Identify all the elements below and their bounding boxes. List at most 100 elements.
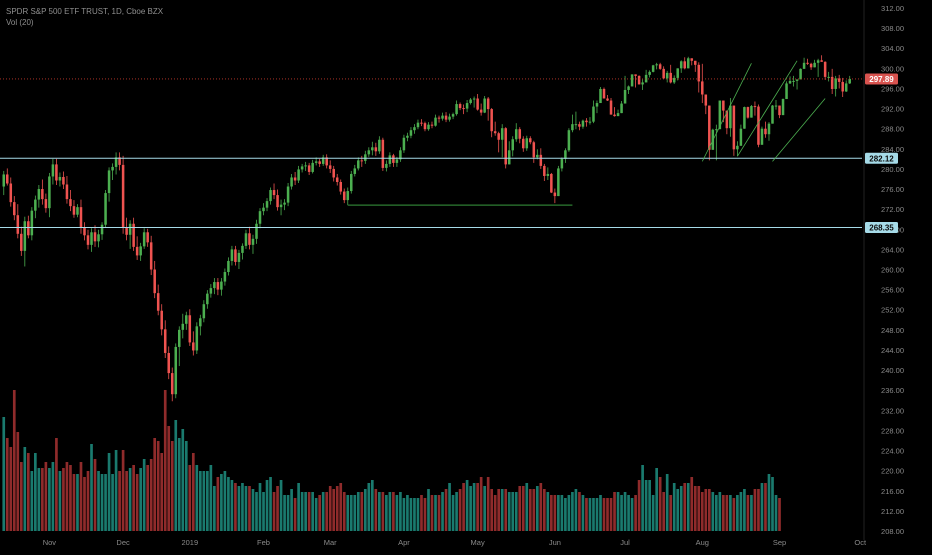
- candle-body: [97, 234, 100, 242]
- candle-body: [848, 78, 851, 84]
- price-level-badge: [865, 152, 898, 164]
- candle-body: [764, 128, 767, 135]
- volume-bar: [163, 390, 167, 531]
- volume-bar: [595, 498, 599, 531]
- volume-bar: [465, 480, 469, 531]
- volume-bar: [44, 462, 48, 531]
- candle-body: [283, 202, 286, 205]
- volume-bar: [704, 489, 708, 531]
- candle-body: [248, 233, 251, 245]
- candle-body: [37, 189, 41, 200]
- volume-bar: [353, 495, 357, 531]
- price-tick-label: 220.00: [881, 467, 904, 476]
- candle-body: [279, 204, 283, 208]
- time-axis[interactable]: Nov Dec 2019 Feb Mar Apr May Jun Jul Aug Sep Oct: [43, 538, 867, 547]
- price-tick-label: 216.00: [881, 487, 904, 496]
- volume-bar: [469, 486, 472, 531]
- candle-body: [816, 60, 820, 63]
- volume-bar: [276, 486, 279, 531]
- candle-body: [107, 170, 111, 194]
- volume-bar: [385, 495, 388, 531]
- volume-bar: [339, 483, 343, 531]
- candle-body: [437, 117, 441, 119]
- candle-body: [237, 252, 241, 262]
- volume-bar: [427, 489, 430, 531]
- candle-body: [406, 135, 409, 138]
- candle-body: [125, 227, 128, 235]
- candle-body: [676, 68, 679, 78]
- volume-bar: [2, 417, 6, 531]
- candle-body: [493, 131, 497, 134]
- volume-bar: [55, 438, 58, 531]
- candle-body: [581, 120, 585, 127]
- chart-header: SPDR S&P 500 ETF TRUST, 1D, Cboe BZX Vol…: [6, 6, 163, 28]
- volume-bar: [437, 495, 441, 531]
- candle-body: [697, 64, 701, 82]
- volume-bar: [476, 483, 479, 531]
- time-tick-label: Jun: [549, 538, 561, 547]
- volume-bar: [693, 486, 697, 531]
- volume-bar: [230, 480, 234, 531]
- volume-bar: [269, 477, 272, 531]
- volume-bar: [613, 492, 616, 531]
- candle-body: [679, 61, 683, 69]
- price-tick-label: 292.00: [881, 105, 904, 114]
- volume-bar: [722, 495, 725, 531]
- volume-bar: [434, 495, 437, 531]
- volume-bar: [258, 483, 262, 531]
- price-level-label: 268.35: [869, 224, 894, 233]
- volume-bar: [262, 492, 265, 531]
- candle-body: [104, 193, 107, 225]
- volume-bar: [51, 462, 55, 531]
- candle-body: [518, 129, 522, 139]
- volume-bar: [774, 495, 778, 531]
- candle-body: [774, 105, 778, 107]
- price-tick-label: 308.00: [881, 24, 904, 33]
- price-tick-label: 232.00: [881, 406, 904, 415]
- volume-bar: [507, 492, 511, 531]
- candle-body: [20, 233, 23, 251]
- candle-body: [300, 166, 304, 170]
- volume-bar: [606, 498, 609, 531]
- candle-body: [778, 105, 781, 116]
- volume-bar: [19, 462, 23, 531]
- volume-bar: [356, 492, 360, 531]
- volume-bar: [771, 477, 774, 531]
- candle-body: [318, 161, 321, 164]
- candles: [2, 55, 851, 402]
- candle-body: [627, 86, 630, 90]
- volume-bar: [198, 471, 202, 531]
- candle-body: [448, 116, 451, 120]
- candle-body: [522, 138, 525, 149]
- volume-bar: [209, 465, 213, 531]
- candle-body: [623, 89, 627, 104]
- volume-bar: [174, 420, 178, 531]
- candle-body: [560, 158, 564, 169]
- time-tick-label: Nov: [43, 538, 57, 547]
- price-tick-label: 296.00: [881, 84, 904, 93]
- candle-body: [771, 105, 774, 124]
- volume-bar: [5, 438, 9, 531]
- volume-bar: [244, 486, 248, 531]
- candle-body: [539, 154, 543, 166]
- volume-bar: [363, 489, 367, 531]
- candle-body: [272, 190, 276, 196]
- candle-body: [350, 173, 353, 192]
- candle-body: [630, 74, 634, 87]
- volume-bar: [655, 468, 658, 531]
- candle-body: [216, 282, 220, 290]
- volume-bar: [335, 486, 339, 531]
- candle-body: [170, 373, 174, 395]
- candle-body: [335, 177, 339, 182]
- volume-bar: [37, 468, 41, 531]
- candle-body: [262, 207, 265, 212]
- volume-bar: [409, 498, 413, 531]
- volume-bar: [167, 426, 171, 531]
- volume-bar: [743, 489, 746, 531]
- volume-bar: [149, 459, 153, 531]
- volume-bar: [216, 477, 220, 531]
- volume-bar: [514, 492, 518, 531]
- price-axis[interactable]: 312.00 308.00 304.00 300.00 296.00 292.00 288.…: [865, 4, 904, 536]
